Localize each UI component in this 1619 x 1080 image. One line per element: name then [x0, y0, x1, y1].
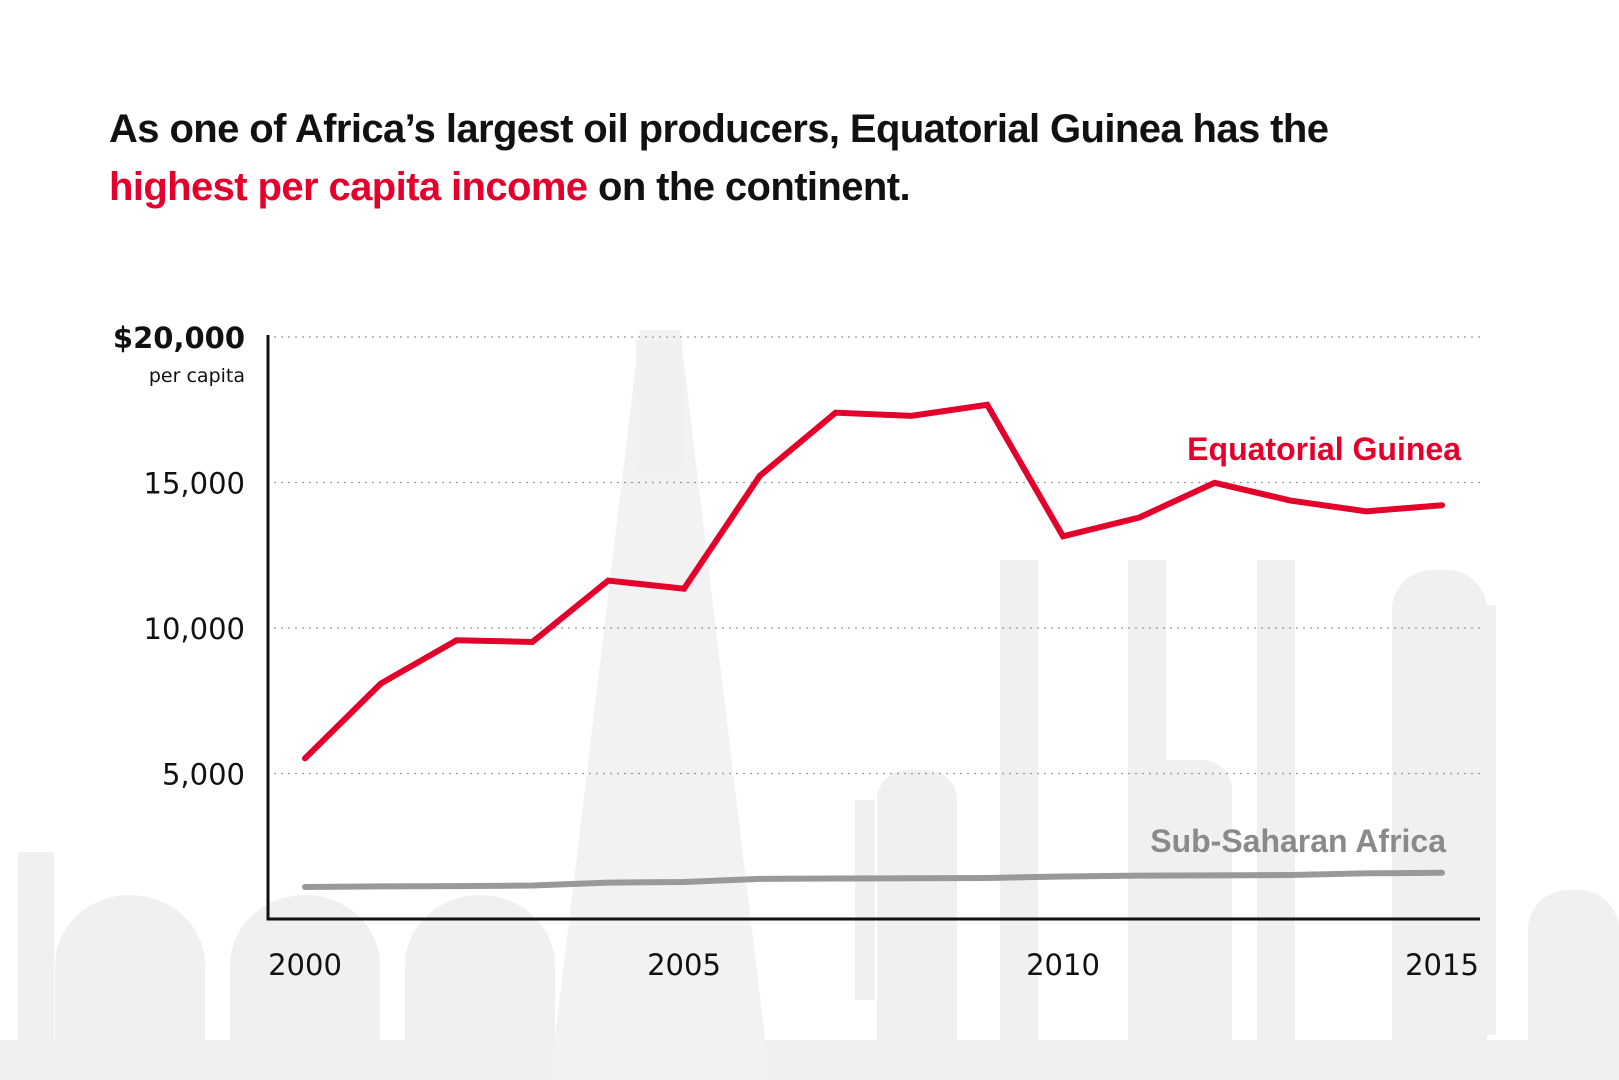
chart-title: As one of Africa’s largest oil producers… [109, 100, 1529, 216]
y-tick-label: 5,000 [162, 758, 245, 792]
x-tick-label: 2005 [647, 948, 721, 982]
refinery-silhouette-illustration [0, 330, 1619, 1080]
y-unit-label: per capita [149, 365, 245, 387]
title-highlight: highest per capita income [109, 165, 588, 209]
sub-saharan-africa-label: Sub-Saharan Africa [1150, 823, 1446, 859]
x-tick-label: 2000 [268, 948, 342, 982]
y-tick-label: $20,000 [113, 321, 245, 355]
equatorial-guinea-label: Equatorial Guinea [1187, 431, 1461, 467]
equatorial-guinea-line [302, 401, 1445, 762]
title-part2: on the continent. [587, 165, 911, 209]
sub-saharan-africa-line [302, 869, 1445, 890]
y-tick-label: 15,000 [144, 467, 245, 501]
x-tick-label: 2015 [1405, 948, 1479, 982]
y-tick-label: 10,000 [144, 612, 245, 646]
title-part1: As one of Africa’s largest oil producers… [109, 107, 1329, 151]
x-tick-label: 2010 [1026, 948, 1100, 982]
